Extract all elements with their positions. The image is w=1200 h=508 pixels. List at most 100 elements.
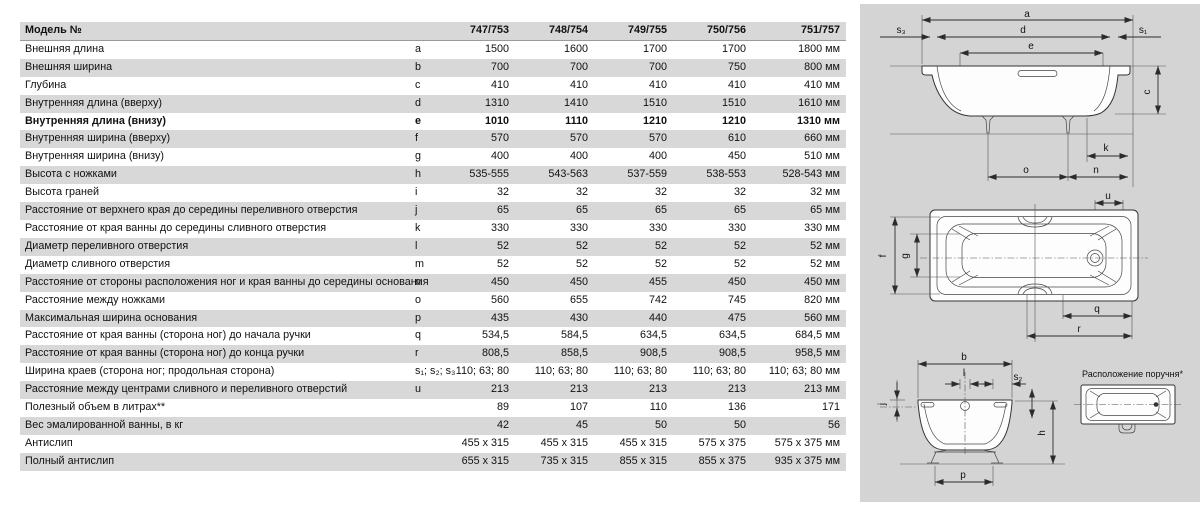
spec-label: Внутренняя длина (внизу) xyxy=(25,114,166,127)
spec-value: 1210 xyxy=(642,114,667,127)
spec-value: 110; 63; 80 xyxy=(613,365,667,378)
table-row: Расстояние от края ванны (сторона ног) д… xyxy=(20,345,846,364)
spec-letter: m xyxy=(415,257,424,270)
spec-label: Расстояние от стороны расположения ног и… xyxy=(25,275,429,288)
spec-letter: u xyxy=(415,383,422,396)
overflow-slot xyxy=(1017,70,1058,77)
drain-hole xyxy=(1153,402,1159,407)
dim-label-q: q xyxy=(1094,304,1100,315)
spec-value: 330 xyxy=(648,221,667,234)
spec-letter: q xyxy=(415,329,422,342)
dim-label-j: j xyxy=(877,403,888,406)
spec-value: 543-563 xyxy=(548,168,588,181)
bathtub-foot xyxy=(927,449,949,464)
spec-value: 400 xyxy=(648,150,667,163)
spec-label: Глубина xyxy=(25,78,67,91)
dim-label-r: r xyxy=(1077,324,1081,335)
spec-value: 634,5 xyxy=(718,329,746,342)
spec-value: 1510 xyxy=(721,96,746,109)
spec-label: Внутренняя длина (вверху) xyxy=(25,96,162,109)
spec-letter: g xyxy=(415,150,422,163)
spec-value: 855 x 315 xyxy=(619,454,667,467)
table-row: Внешняя длина a 1500 1600 1700 1700 1800 мм xyxy=(20,40,846,58)
table-row: Полный антислип 655 x 315 735 x 315 855 x 3… xyxy=(20,452,846,471)
dim-label-e: e xyxy=(1028,41,1034,52)
spec-value: 435 xyxy=(490,311,509,324)
spec-label: Максимальная ширина основания xyxy=(25,311,198,324)
spec-value: 537-559 xyxy=(627,168,667,181)
spec-value: 52 мм xyxy=(810,239,840,252)
spec-value: 65 мм xyxy=(810,204,840,217)
spec-letter: n xyxy=(415,275,422,288)
spec-value: 450 xyxy=(727,275,746,288)
spec-value: 584,5 xyxy=(560,329,588,342)
spec-value: 745 xyxy=(727,293,746,306)
spec-letter xyxy=(410,435,436,453)
spec-value: 534,5 xyxy=(481,329,509,342)
spec-value: 65 xyxy=(733,204,746,217)
spec-label: Расстояние от края ванны (сторона ног) д… xyxy=(25,347,305,360)
table-row: Внутренняя ширина (внизу) g 400 400 400 450 51… xyxy=(20,148,846,166)
spec-value: 610 xyxy=(727,132,746,145)
spec-value: 855 x 375 xyxy=(698,454,746,467)
dim-label-o: o xyxy=(1023,165,1029,176)
spec-label: Вес эмалированной ванны, в кг xyxy=(25,418,184,431)
dim-label-s3: s₃ xyxy=(896,25,905,36)
model-header: 747/753 xyxy=(436,22,515,41)
diagram-panel: a s₃ d s₁ e k o n c u xyxy=(860,4,1200,502)
table-header-row: Модель № 747/753 748/754 749/755 750/756 751… xyxy=(20,22,846,41)
bathtub-top-outline xyxy=(929,209,1139,302)
spec-label: Расстояние от края ванны (сторона ног) д… xyxy=(25,329,311,342)
spec-value: 56 xyxy=(827,418,840,431)
spec-label: Диаметр переливного отверстия xyxy=(25,239,189,252)
spec-value: 735 x 315 xyxy=(540,454,588,467)
dim-label-l: l xyxy=(963,368,965,379)
spec-value: 1410 xyxy=(563,96,588,109)
spec-value: 1110 xyxy=(565,114,588,127)
spec-value: 538-553 xyxy=(706,168,746,181)
spec-value: 50 xyxy=(654,418,667,431)
spec-value: 410 xyxy=(648,78,667,91)
table-row: Расстояние между центрами сливного и пер… xyxy=(20,381,846,400)
spec-value: 450 xyxy=(727,150,746,163)
model-header: 748/754 xyxy=(515,22,594,41)
model-header: 751/757 xyxy=(752,22,846,41)
spec-value: 213 xyxy=(569,383,588,396)
dim-label-n: n xyxy=(1093,165,1099,176)
spec-value: 450 xyxy=(490,275,509,288)
spec-value: 52 xyxy=(575,239,588,252)
spec-letter: r xyxy=(415,347,419,360)
spec-value: 32 xyxy=(496,186,509,199)
spec-value: 1210 xyxy=(721,114,746,127)
spec-label: Расстояние от края ванны до середины сли… xyxy=(25,221,327,234)
spec-value: 330 xyxy=(490,221,509,234)
spec-value: 1010 xyxy=(484,114,509,127)
spec-letter: p xyxy=(415,311,422,324)
bathtub-foot xyxy=(981,449,1003,464)
spec-value: 65 xyxy=(575,204,588,217)
spec-value: 52 xyxy=(654,257,667,270)
spec-value: 908,5 xyxy=(639,347,667,360)
spec-value: 65 xyxy=(654,204,667,217)
spec-value: 32 xyxy=(575,186,588,199)
table-row: Расстояние от верхнего края до середины … xyxy=(20,202,846,220)
spec-label: Внутренняя ширина (вверху) xyxy=(25,132,171,145)
spec-value: 535-555 xyxy=(469,168,509,181)
dim-label-b: b xyxy=(961,352,967,363)
spec-value: 528-543 мм xyxy=(782,168,840,181)
diagram-handle-location: Расположение поручня* xyxy=(1074,369,1183,434)
spec-letter: d xyxy=(415,96,422,109)
diagram-side-view: a s₃ d s₁ e k o n c xyxy=(880,9,1166,187)
spec-value: 110; 63; 80 мм xyxy=(768,365,840,378)
dim-label-s2: s₂ xyxy=(1014,372,1023,383)
dim-label-d: d xyxy=(1020,25,1026,36)
spec-table: Модель № 747/753 748/754 749/755 750/756 751… xyxy=(20,22,846,471)
spec-value: 110; 63; 80 xyxy=(692,365,746,378)
spec-value: 400 xyxy=(569,150,588,163)
spec-label: Расстояние между ножками xyxy=(25,293,166,306)
dim-label-f: f xyxy=(878,254,889,257)
model-header: 749/755 xyxy=(594,22,673,41)
spec-value: 1700 xyxy=(721,42,746,55)
spec-letter: j xyxy=(415,204,418,217)
spec-value: 45 xyxy=(575,418,588,431)
